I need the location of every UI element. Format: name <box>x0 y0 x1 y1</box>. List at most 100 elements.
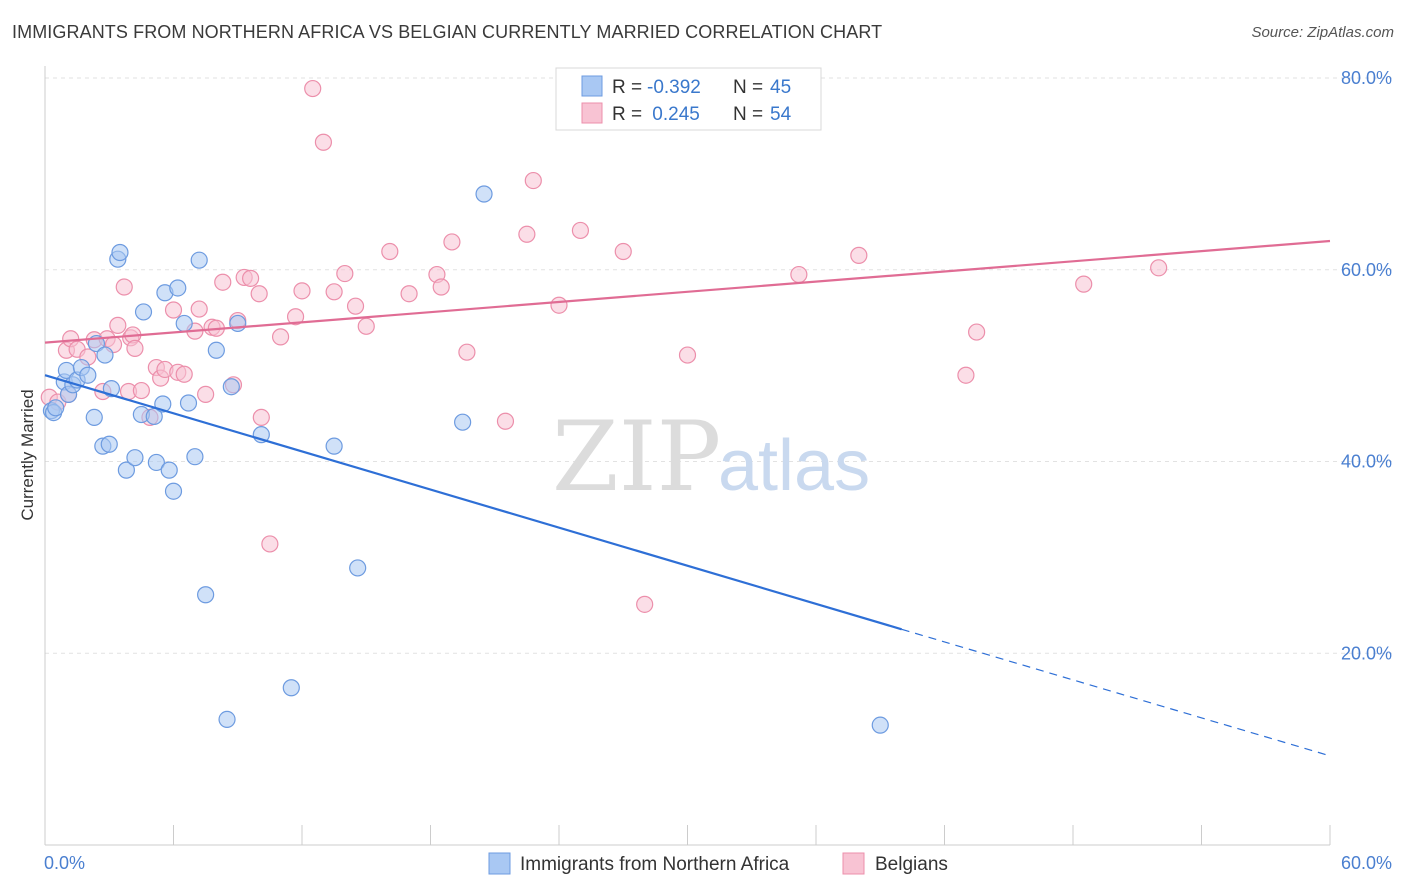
point-belgians <box>286 308 305 326</box>
point-immigrants <box>454 413 472 431</box>
stats-legend: R = -0.392 N = 45 R = 0.245 N = 54 <box>555 67 822 131</box>
point-immigrants <box>134 303 153 321</box>
point-belgians <box>250 285 268 303</box>
point-belgians <box>458 343 476 361</box>
r-label-blue: R = <box>612 77 642 98</box>
y-tick-label: 20.0% <box>1341 643 1392 663</box>
y-axis-title: Currently Married <box>18 389 37 520</box>
y-tick-label: 80.0% <box>1341 68 1392 88</box>
point-immigrants <box>282 679 300 697</box>
point-belgians <box>571 221 590 240</box>
x-tick-label: 0.0% <box>44 853 85 873</box>
n-value-pink: 54 <box>770 104 792 125</box>
point-immigrants <box>229 314 247 333</box>
point-immigrants <box>79 366 97 384</box>
point-belgians <box>381 242 399 261</box>
point-belgians <box>678 346 697 364</box>
point-immigrants <box>325 437 343 455</box>
point-belgians <box>518 225 536 243</box>
point-immigrants <box>218 710 236 729</box>
legend-swatch-immigrants <box>488 852 511 875</box>
series-legend: Immigrants from Northern Africa Belgians <box>488 852 948 875</box>
point-immigrants <box>179 394 198 412</box>
point-immigrants <box>100 435 118 453</box>
point-immigrants <box>147 453 165 472</box>
point-belgians <box>271 328 290 346</box>
point-belgians <box>197 385 215 403</box>
r-value-blue: -0.392 <box>647 77 701 98</box>
point-belgians <box>524 171 542 190</box>
point-belgians <box>126 339 144 357</box>
x-tick-label: 60.0% <box>1341 853 1392 873</box>
point-belgians <box>850 246 868 264</box>
point-belgians <box>109 316 127 334</box>
point-belgians <box>336 264 354 283</box>
point-immigrants <box>164 482 183 500</box>
chart-title: IMMIGRANTS FROM NORTHERN AFRICA VS BELGI… <box>12 22 883 42</box>
legend-label-belgians: Belgians <box>875 854 948 875</box>
y-tick-label: 40.0% <box>1341 452 1392 472</box>
n-value-blue: 45 <box>770 77 791 98</box>
point-immigrants <box>169 279 187 297</box>
watermark-zip: ZIP <box>552 401 721 513</box>
point-belgians <box>1150 259 1168 277</box>
point-belgians <box>132 381 150 400</box>
source-label: Source: ZipAtlas.com <box>1251 24 1394 41</box>
data-points <box>40 79 1168 734</box>
point-immigrants <box>111 243 129 262</box>
r-label-pink: R = <box>612 104 642 125</box>
point-belgians <box>314 133 333 151</box>
point-belgians <box>190 300 208 318</box>
r-value-pink: 0.245 <box>647 104 700 125</box>
point-belgians <box>496 412 515 430</box>
watermark: ZIP atlas <box>552 401 870 513</box>
trend-line-belgians <box>44 239 1331 344</box>
point-belgians <box>400 285 418 303</box>
point-belgians <box>304 79 322 98</box>
n-label-blue: N = <box>733 77 763 98</box>
y-tick-label: 60.0% <box>1341 260 1392 280</box>
point-belgians <box>164 301 183 319</box>
point-belgians <box>115 278 133 296</box>
point-immigrants <box>475 185 493 203</box>
point-immigrants <box>175 314 193 333</box>
point-immigrants <box>126 449 144 467</box>
point-immigrants <box>85 408 103 426</box>
point-immigrants <box>160 461 178 479</box>
point-belgians <box>968 323 986 341</box>
grid-lines <box>45 77 1392 654</box>
stats-swatch-pink <box>581 102 603 124</box>
legend-swatch-belgians <box>842 852 865 875</box>
point-immigrants <box>190 251 208 269</box>
point-immigrants <box>186 448 204 466</box>
point-belgians <box>443 233 461 251</box>
point-belgians <box>175 365 193 383</box>
trend-lines <box>44 239 1331 757</box>
point-belgians <box>293 282 311 300</box>
point-immigrants <box>47 399 65 417</box>
point-belgians <box>346 297 365 315</box>
point-belgians <box>242 269 260 287</box>
point-immigrants <box>871 716 889 734</box>
point-immigrants <box>349 559 367 577</box>
point-immigrants <box>197 586 215 604</box>
point-immigrants <box>117 461 135 479</box>
point-belgians <box>252 408 270 426</box>
point-immigrants <box>222 378 240 396</box>
y-tick-labels: 20.0% 40.0% 60.0% 80.0% <box>1341 68 1392 663</box>
point-belgians <box>325 283 343 301</box>
n-label-pink: N = <box>733 104 763 125</box>
axes <box>44 66 1331 846</box>
point-belgians <box>957 366 975 384</box>
point-belgians <box>1075 275 1093 293</box>
legend-label-immigrants: Immigrants from Northern Africa <box>520 854 790 875</box>
watermark-atlas: atlas <box>718 426 870 506</box>
stats-swatch-blue <box>581 75 603 97</box>
x-tick-labels: 0.0% 60.0% <box>44 853 1392 873</box>
point-belgians <box>357 317 375 335</box>
point-immigrants <box>207 341 225 359</box>
point-belgians <box>790 265 808 284</box>
point-belgians <box>214 273 232 291</box>
point-belgians <box>261 535 279 553</box>
